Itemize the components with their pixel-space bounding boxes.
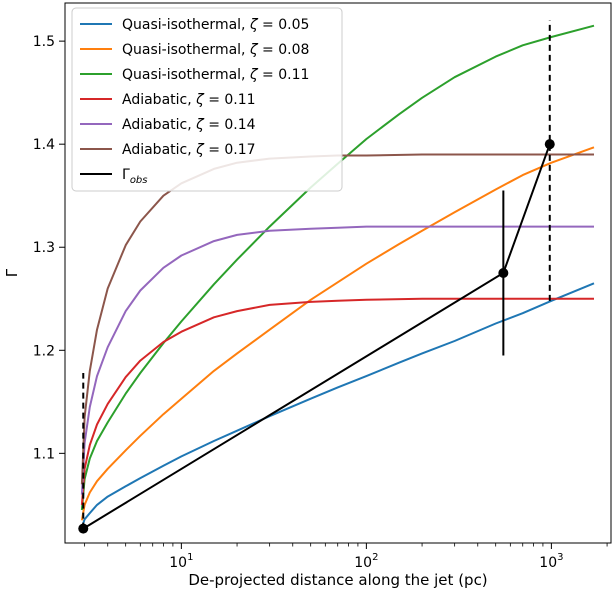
series-line-3 [80, 24, 595, 511]
series-line-1 [80, 282, 595, 528]
legend-box [71, 7, 343, 192]
legend-label-5: Adiabatic, ζ = 0.14 [122, 117, 256, 133]
observed-point-3 [544, 139, 555, 150]
x-axis-label: De-projected distance along the jet (pc) [188, 571, 487, 589]
series-line-4 [80, 297, 594, 505]
legend-label-4: Adiabatic, ζ = 0.11 [122, 92, 256, 108]
y-axis-label: Γ [3, 268, 21, 277]
x-tick-label: 103 [539, 552, 563, 571]
observed-point-1 [78, 523, 89, 534]
y-tick-label: 1.3 [33, 240, 55, 256]
legend-label-7: Γobs [122, 167, 148, 186]
y-tick-label: 1.5 [33, 34, 55, 50]
legend-label-6: Adiabatic, ζ = 0.17 [122, 142, 256, 158]
y-tick-label: 1.1 [33, 446, 55, 462]
observed-gamma [78, 20, 555, 534]
legend-label-1: Quasi-isothermal, ζ = 0.05 [122, 17, 309, 33]
x-tick-label: 102 [354, 552, 378, 571]
y-tick-label: 1.4 [33, 137, 55, 153]
x-tick-label: 101 [169, 552, 193, 571]
y-axis: 1.1 1.2 1.3 1.4 1.5 [33, 34, 65, 462]
legend-label-2: Quasi-isothermal, ζ = 0.08 [122, 42, 309, 58]
x-axis: 101 102 103 [84, 543, 608, 571]
legend: Quasi-isothermal, ζ = 0.05 Quasi-isotherm… [71, 7, 343, 192]
series-line-5 [80, 225, 594, 495]
y-tick-label: 1.2 [33, 343, 55, 359]
series-line-2 [80, 146, 595, 521]
legend-label-3: Quasi-isothermal, ζ = 0.11 [122, 67, 309, 83]
observed-point-2 [498, 268, 509, 278]
